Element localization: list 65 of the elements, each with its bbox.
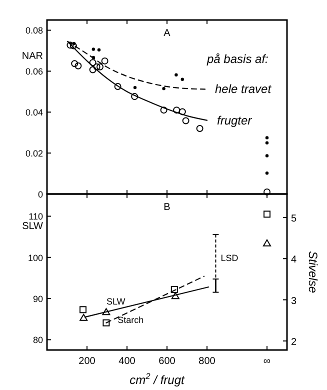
point (263, 239, 271, 246)
point (160, 106, 168, 114)
point (96, 63, 104, 70)
point (196, 124, 204, 132)
point (265, 154, 269, 158)
point (264, 188, 270, 196)
point (264, 210, 270, 218)
y2-axis-title: Stivelse (306, 250, 320, 294)
x-tick-label: 800 (198, 356, 216, 367)
point (174, 73, 178, 76)
point (171, 292, 180, 300)
point (173, 106, 180, 114)
y-tick-label: 100 (28, 252, 43, 263)
point (114, 83, 122, 90)
annotation: LSD (220, 253, 239, 264)
point (170, 286, 178, 293)
point (265, 172, 269, 175)
point (66, 42, 74, 49)
point (102, 308, 110, 316)
series-label: SLW (106, 296, 126, 307)
point (102, 319, 110, 326)
point (265, 136, 269, 140)
point (182, 117, 190, 124)
y2-tick-label: 3 (291, 296, 297, 307)
point (80, 306, 86, 314)
y2-tick-label: 4 (291, 254, 297, 266)
point (265, 141, 269, 144)
point (89, 59, 96, 66)
y-tick-label: 0 (38, 190, 43, 200)
point (133, 86, 137, 90)
point (71, 60, 78, 68)
y2-tick-label: 2 (291, 336, 297, 348)
point (178, 108, 186, 116)
y-tick-label: 90 (32, 294, 43, 304)
point (92, 48, 95, 51)
series-label: hele travet (215, 82, 272, 96)
series-label: Starch (118, 315, 144, 326)
point (131, 93, 138, 100)
x-axis-title: cm$^{2}$ / frugt (130, 371, 186, 387)
point (80, 314, 88, 321)
annotation: B (164, 202, 171, 213)
annotation: på basis af: (206, 52, 268, 66)
point (180, 78, 184, 81)
x-tick-label: 600 (158, 356, 176, 367)
y-tick-label: 80 (32, 335, 43, 346)
y-tick-label: 0.08 (25, 26, 43, 36)
point (101, 57, 108, 64)
point (74, 62, 82, 70)
point (162, 86, 166, 90)
y2-tick-label: 5 (291, 213, 297, 224)
y-axis-title: SLW (22, 221, 44, 232)
point (93, 63, 100, 70)
point (89, 66, 96, 74)
point (97, 48, 101, 52)
x-tick-label: ∞ (263, 356, 271, 367)
x-tick-label: 200 (78, 356, 96, 367)
y-axis-title: NAR (22, 50, 43, 62)
annotation: A (164, 28, 171, 39)
y-tick-label: 0.04 (25, 108, 43, 118)
y-tick-label: 0.02 (25, 148, 43, 159)
series-label: frugter (217, 113, 253, 128)
x-tick-label: 400 (118, 356, 136, 367)
y-tick-label: 0.06 (25, 66, 43, 77)
y-tick-label: 110 (28, 212, 43, 222)
point (72, 42, 76, 46)
